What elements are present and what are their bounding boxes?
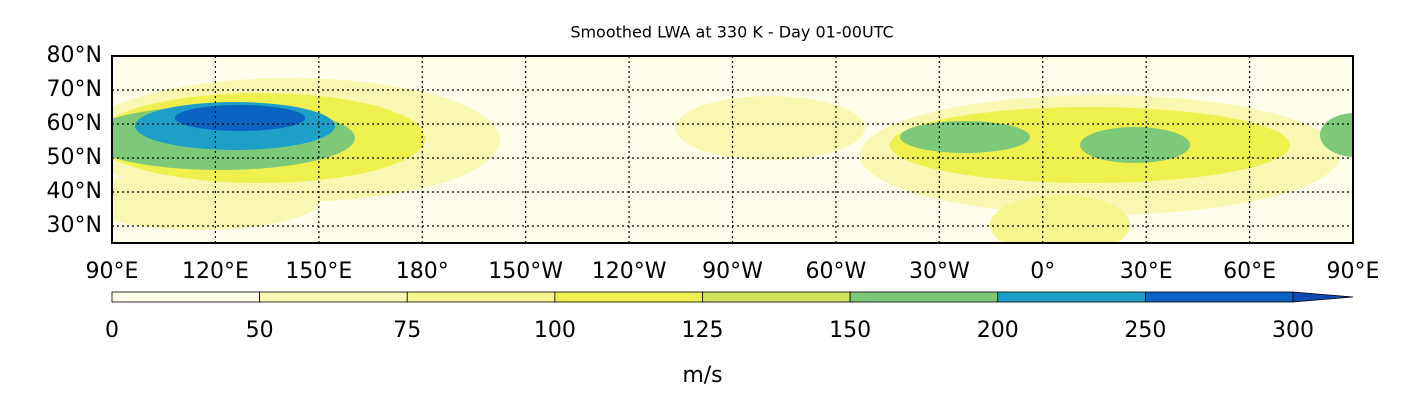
colorbar-segment xyxy=(554,291,703,303)
contour xyxy=(1080,127,1190,163)
y-tick-label: 40°N xyxy=(47,179,102,204)
colorbar-tick-label: 50 xyxy=(246,318,274,343)
colorbar-tick-label: 200 xyxy=(977,318,1019,343)
x-tick-label: 90°E xyxy=(1327,259,1380,284)
contour xyxy=(1320,113,1353,157)
colorbar-tick-label: 300 xyxy=(1272,318,1314,343)
x-tick-label: 90°E xyxy=(86,259,139,284)
x-tick-label: 150°W xyxy=(488,259,563,284)
colorbar-segment xyxy=(702,291,851,303)
x-tick-label: 0° xyxy=(1030,259,1055,284)
colorbar-extend xyxy=(1292,291,1354,303)
x-tick-label: 60°E xyxy=(1223,259,1276,284)
colorbar-segment xyxy=(111,291,261,303)
map-field xyxy=(111,55,1354,244)
y-tick-label: 30°N xyxy=(47,213,102,238)
colorbar-label: m/s xyxy=(682,363,722,388)
y-tick-label: 80°N xyxy=(47,43,102,68)
colorbar-segment xyxy=(259,291,408,303)
x-tick-label: 30°W xyxy=(909,259,970,284)
colorbar-segment xyxy=(997,291,1146,303)
y-tick-label: 70°N xyxy=(47,77,102,102)
colorbar-segment xyxy=(1144,291,1294,303)
colorbar-tick-label: 100 xyxy=(534,318,576,343)
colorbar-tick-label: 0 xyxy=(105,318,119,343)
x-tick-label: 30°E xyxy=(1120,259,1173,284)
colorbar-tick-label: 150 xyxy=(829,318,871,343)
colorbar-tick-label: 75 xyxy=(393,318,421,343)
colorbar-segment xyxy=(849,291,999,303)
x-tick-label: 90°W xyxy=(702,259,763,284)
y-tick-label: 60°N xyxy=(47,111,102,136)
contour xyxy=(112,170,320,230)
colorbar-segment xyxy=(406,291,556,303)
contour xyxy=(990,195,1130,243)
contour xyxy=(675,96,865,160)
x-tick-label: 120°W xyxy=(592,259,667,284)
x-tick-label: 180° xyxy=(396,259,449,284)
contour xyxy=(175,105,305,131)
x-tick-label: 120°E xyxy=(182,259,249,284)
y-tick-label: 50°N xyxy=(47,145,102,170)
chart-title: Smoothed LWA at 330 K - Day 01-00UTC xyxy=(570,23,893,42)
colorbar-tick-label: 125 xyxy=(682,318,724,343)
colorbar-tick-label: 250 xyxy=(1124,318,1166,343)
contour xyxy=(900,121,1030,153)
x-tick-label: 150°E xyxy=(285,259,352,284)
x-tick-label: 60°W xyxy=(806,259,867,284)
